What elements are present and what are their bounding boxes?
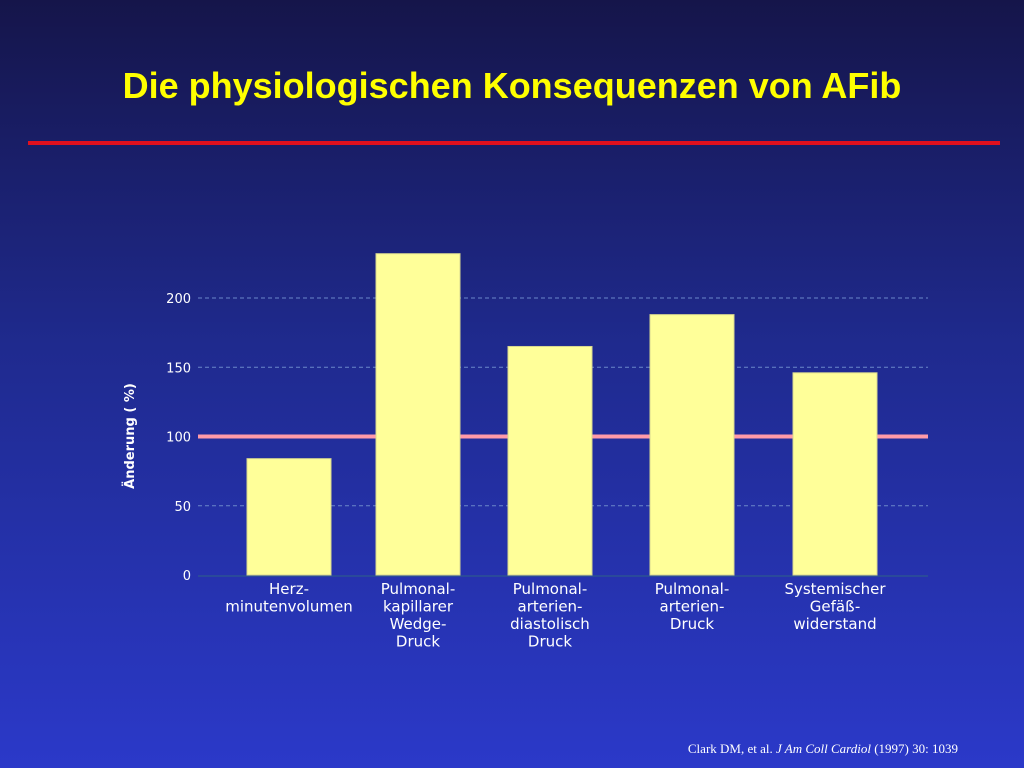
citation-authors: Clark DM, et al. [687,741,773,756]
category-label: Pulmonal-kapillarer Wedge-Druck [381,580,456,651]
title-divider [28,141,1000,145]
y-tick-label: 200 [166,292,191,307]
citation-journal: J Am Coll Cardiol [775,741,871,756]
slide-title: Die physiologischen Konsequenzen von AFi… [122,65,902,106]
category-label: Pulmonal-arterien-diastolisch Druck [510,580,590,651]
y-tick-label: 150 [166,361,191,376]
citation-details: (1997) 30: 1039 [874,741,958,756]
category-labels: Herz-minutenvolumen Pulmonal-kapillarer We… [225,580,886,651]
y-tick-label: 100 [166,431,191,446]
y-tick-label: 50 [174,500,191,515]
bar [507,345,593,576]
bar [375,253,461,576]
y-tick-labels: 0 50 100 150 200 [166,292,191,584]
citation: Clark DM, et al. J Am Coll Cardiol (1997… [688,741,958,757]
category-label: Systemischer Gefäß-widerstand [784,580,886,633]
category-label: Pulmonal-arterien-Druck [655,580,730,633]
bar [649,314,735,576]
bars [246,253,878,576]
category-label: Herz-minutenvolumen [225,580,353,616]
bar [792,372,878,576]
y-tick-label: 0 [183,569,191,584]
bar [246,458,332,576]
y-axis-label: Änderung ( %) [122,383,138,489]
